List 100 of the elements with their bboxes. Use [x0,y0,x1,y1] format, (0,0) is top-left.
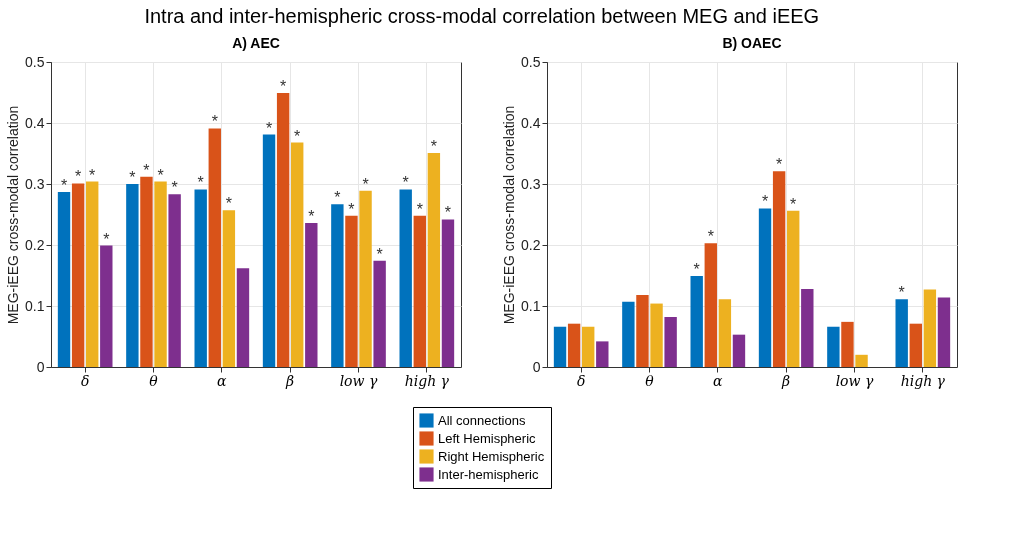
bar [787,210,800,367]
bar [664,316,677,367]
bar [690,276,703,367]
y-tick-label: 0.5 [25,53,45,70]
data-label: * [197,174,204,192]
data-label: * [294,127,301,145]
legend-label: Inter-hemispheric [438,466,539,482]
bar [222,210,236,367]
y-axis-title: MEG-iEEG cross-modal correlation [501,105,518,325]
x-tick-label: θ [645,372,655,389]
bar [718,299,732,367]
bar [567,323,581,367]
bar [100,245,113,367]
bar [168,194,181,367]
data-label: * [171,179,178,197]
y-tick-label: 0.3 [521,175,541,192]
bar [305,223,318,367]
x-tick-label: θ [149,372,159,389]
x-tick-label: high γ [900,372,946,389]
bar [636,295,649,367]
data-label: * [693,261,700,279]
data-label: * [211,113,218,131]
bar [345,215,358,367]
bar [86,181,99,367]
legend-label: All connections [438,412,526,428]
y-tick-label: 0.3 [25,175,45,192]
data-label: * [280,78,287,96]
bar [827,326,840,367]
data-label: * [103,230,110,248]
x-tick-label: low γ [339,372,378,389]
data-label: * [348,200,355,218]
bar [650,303,663,367]
y-tick-label: 0.1 [25,297,45,314]
data-label: * [143,161,150,179]
bar [262,134,276,367]
bar [427,152,441,367]
data-label: * [265,119,273,137]
bar [208,128,221,367]
bar [236,268,250,367]
bar [732,334,746,367]
x-tick-label: δ [576,372,586,389]
bar [291,142,304,367]
data-label: * [60,176,68,194]
y-axis-title: MEG-iEEG cross-modal correlation [5,105,22,325]
bar [399,189,412,367]
bar [373,260,386,367]
data-label: * [707,228,714,246]
data-label: * [790,195,797,213]
bar [140,176,153,367]
legend-label: Right Hemispheric [438,448,545,464]
bar [57,191,71,367]
x-tick-label: β [781,372,791,389]
bar [937,297,951,367]
data-label: * [334,189,341,207]
bar [194,189,207,367]
chart-subtitle: A) AEC [232,35,280,51]
y-tick-label: 0.2 [25,236,45,253]
data-label: * [430,137,437,155]
bar [126,184,139,367]
data-label: * [129,169,136,186]
bar [441,219,455,367]
data-label: * [89,166,96,184]
bar [855,354,868,367]
data-label: * [416,200,423,218]
x-tick-label: high γ [404,372,450,389]
x-tick-label: α [713,372,724,389]
x-tick-label: β [285,372,295,389]
bar [895,299,908,367]
x-tick-label: δ [80,372,90,389]
data-label: * [308,208,315,226]
bar [909,323,922,367]
y-tick-label: 0.4 [25,114,45,131]
x-tick-label: low γ [835,372,874,389]
bar [772,171,786,367]
y-tick-label: 0.4 [521,114,541,131]
bar [276,93,290,367]
y-tick-label: 0 [532,358,541,375]
bar [154,181,167,367]
data-label: * [402,174,409,192]
data-label: * [898,284,905,302]
data-label: * [776,156,783,174]
bar [622,301,635,367]
legend-label: Left Hemispheric [438,430,537,446]
x-tick-label: α [217,372,228,389]
chart-subtitle: B) OAEC [722,35,782,51]
y-tick-label: 0.1 [521,297,541,314]
data-label: * [362,175,369,193]
bar [71,183,85,367]
data-label: * [376,245,383,263]
data-label: * [75,168,82,186]
bar [359,190,372,367]
bar [923,289,937,367]
data-label: * [157,166,164,184]
bar [596,341,609,367]
bar [553,326,567,367]
chart-title: Intra and inter-hemispheric cross-modal correlation between MEG and iEEG [144,4,820,27]
bar [582,326,595,367]
y-tick-label: 0.5 [521,53,541,70]
bar [801,288,814,367]
data-label: * [761,193,769,211]
